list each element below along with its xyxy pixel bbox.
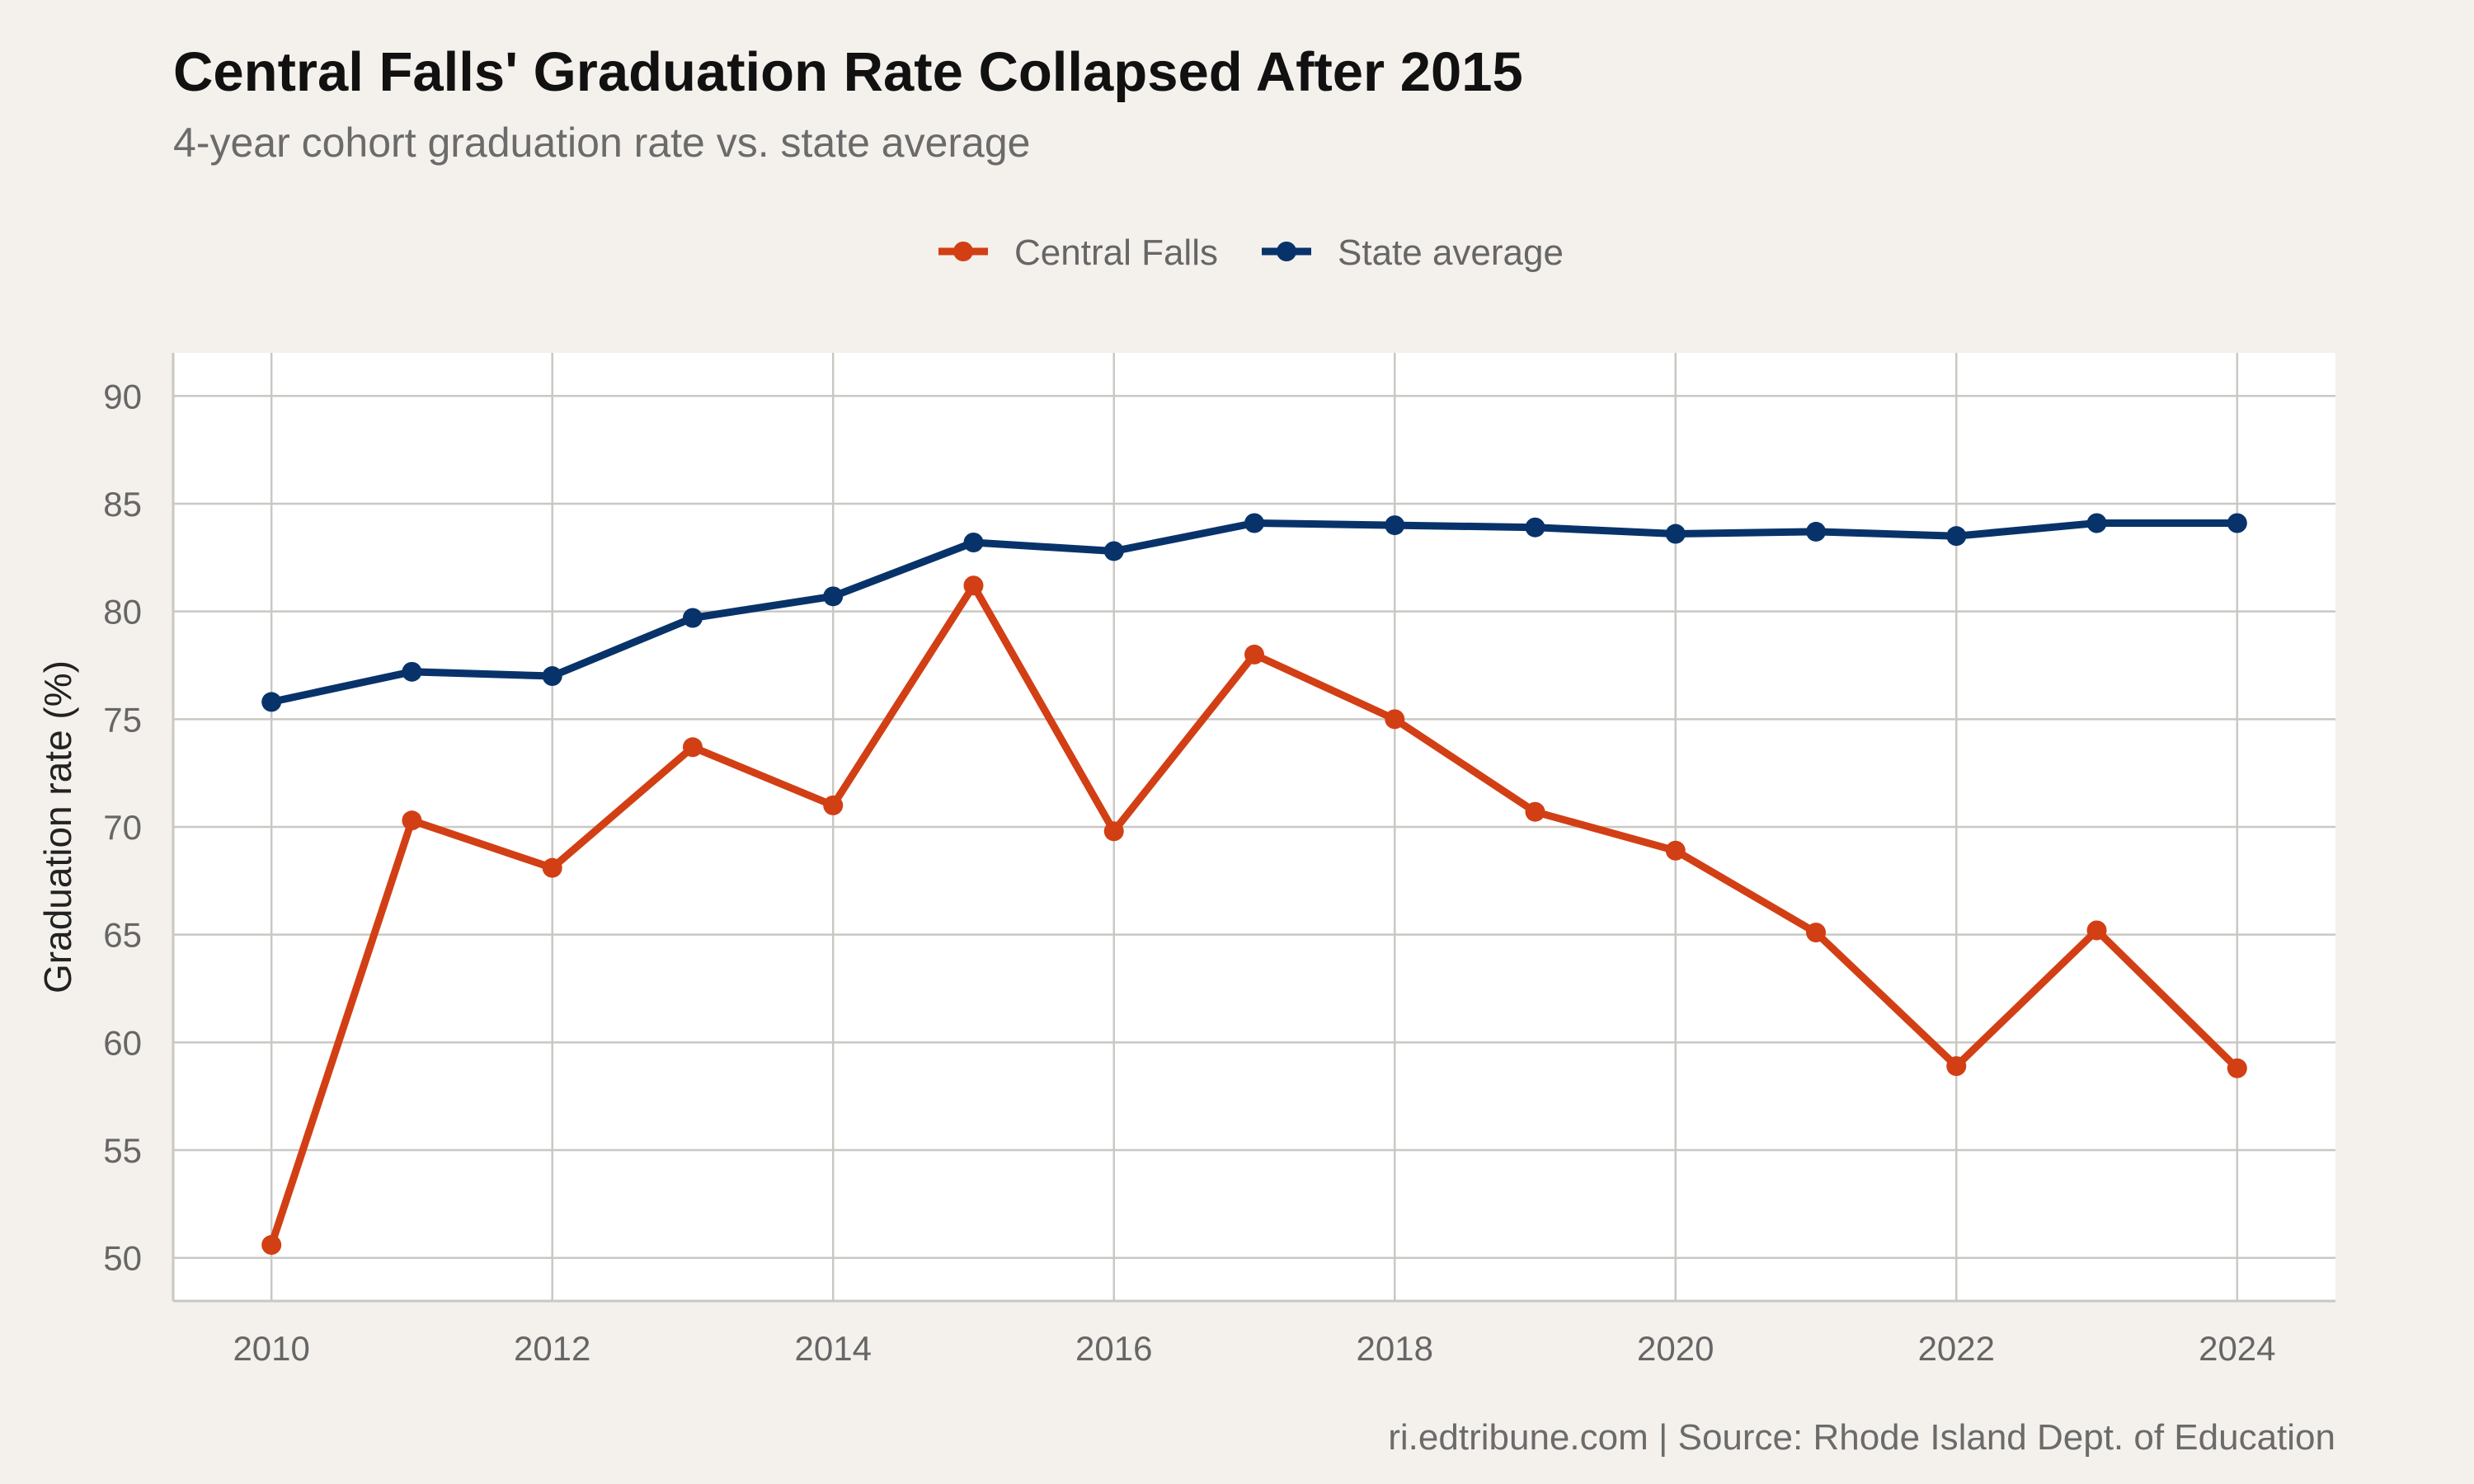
data-point-state-average — [1244, 513, 1264, 533]
legend-swatch-point — [1277, 242, 1296, 261]
x-tick-label: 2024 — [2199, 1329, 2275, 1368]
data-point-state-average — [1525, 517, 1545, 538]
data-point-state-average — [1385, 515, 1405, 536]
data-point-state-average — [682, 608, 703, 628]
data-point-state-average — [2227, 513, 2247, 533]
data-point-central-falls — [1244, 644, 1264, 665]
legend-label: Central Falls — [1014, 232, 1218, 273]
data-point-state-average — [542, 666, 562, 687]
data-point-central-falls — [1946, 1056, 1967, 1077]
legend-swatch-point — [953, 242, 973, 261]
data-point-central-falls — [682, 737, 703, 758]
chart-caption: ri.edtribune.com | Source: Rhode Island … — [1388, 1417, 2335, 1458]
series-state-average — [261, 513, 2247, 712]
data-point-state-average — [402, 661, 422, 682]
data-point-central-falls — [1665, 840, 1686, 861]
legend: Central Falls State average — [938, 232, 1564, 273]
y-axis: 50 55 60 65 70 75 80 85 90 — [103, 377, 142, 1277]
series-layer — [261, 513, 2247, 1256]
x-tick-label: 2014 — [795, 1329, 872, 1368]
x-tick-label: 2022 — [1918, 1329, 1995, 1368]
x-tick-label: 2020 — [1637, 1329, 1714, 1368]
data-point-state-average — [1946, 526, 1967, 547]
legend-label: State average — [1338, 232, 1564, 273]
data-point-central-falls — [1806, 923, 1827, 943]
y-axis-title: Graduation rate (%) — [36, 660, 79, 993]
data-point-state-average — [261, 692, 282, 712]
data-point-central-falls — [1103, 821, 1124, 842]
data-point-state-average — [1806, 521, 1827, 542]
data-point-central-falls — [1525, 801, 1545, 822]
y-tick-label: 55 — [103, 1131, 142, 1170]
y-tick-label: 60 — [103, 1023, 142, 1062]
y-tick-label: 80 — [103, 593, 142, 632]
y-tick-label: 90 — [103, 377, 142, 416]
data-point-central-falls — [402, 810, 422, 831]
chart-title: Central Falls' Graduation Rate Collapsed… — [173, 41, 1523, 103]
data-point-central-falls — [823, 795, 844, 815]
data-point-central-falls — [2227, 1058, 2247, 1078]
legend-item-state-average: State average — [1262, 232, 1564, 273]
data-point-central-falls — [542, 857, 562, 878]
data-point-central-falls — [1385, 709, 1405, 730]
data-point-central-falls — [261, 1235, 282, 1256]
data-point-state-average — [1665, 524, 1686, 544]
series-central-falls — [261, 575, 2247, 1256]
y-tick-label: 70 — [103, 808, 142, 847]
y-tick-label: 75 — [103, 700, 142, 739]
x-tick-label: 2012 — [514, 1329, 590, 1368]
data-point-central-falls — [963, 575, 984, 596]
y-tick-label: 65 — [103, 916, 142, 955]
x-tick-label: 2010 — [233, 1329, 309, 1368]
y-tick-label: 85 — [103, 485, 142, 524]
data-point-state-average — [2086, 513, 2107, 533]
x-axis: 2010 2012 2014 2016 2018 2020 2022 2024 — [233, 1329, 2275, 1368]
data-point-state-average — [963, 533, 984, 552]
legend-item-central-falls: Central Falls — [938, 232, 1218, 273]
data-point-state-average — [823, 586, 844, 607]
x-tick-label: 2016 — [1075, 1329, 1152, 1368]
data-point-state-average — [1103, 541, 1124, 561]
data-point-central-falls — [2086, 920, 2107, 941]
y-tick-label: 50 — [103, 1239, 142, 1278]
chart-subtitle: 4-year cohort graduation rate vs. state … — [173, 120, 1030, 166]
x-tick-label: 2018 — [1357, 1329, 1433, 1368]
